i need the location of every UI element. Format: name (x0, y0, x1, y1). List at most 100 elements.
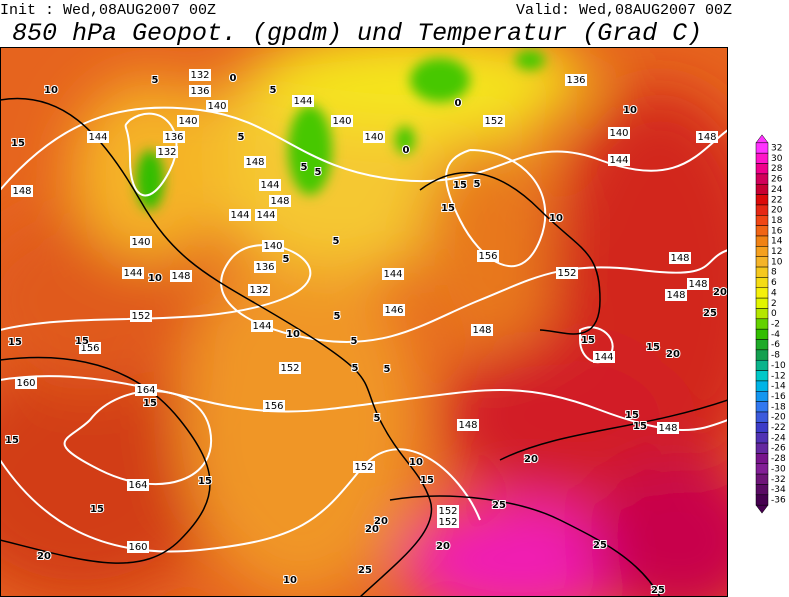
geo-label-box (363, 131, 385, 143)
colorbar-label: -32 (771, 475, 786, 485)
temp-label: 5 (474, 179, 481, 190)
colorbar-swatch (755, 246, 769, 257)
geo-label-box (696, 131, 718, 143)
temp-label: 10 (623, 105, 637, 116)
colorbar-swatch (755, 142, 769, 154)
colorbar-swatch (755, 266, 769, 278)
colorbar-label: 26 (771, 175, 783, 185)
geo-label: 148 (697, 132, 716, 143)
geo-label-box (255, 209, 277, 221)
colorbar-swatch (755, 411, 769, 423)
geo-label: 152 (131, 311, 150, 322)
geo-label: 152 (557, 268, 576, 279)
colorbar-label: -10 (771, 361, 786, 371)
geo-label: 148 (670, 253, 689, 264)
geo-label-box (593, 351, 615, 363)
geo-label: 144 (88, 132, 107, 143)
geo-label-box (135, 384, 157, 396)
colorbar-label: -8 (771, 351, 780, 361)
colorbar-label: 22 (771, 195, 782, 205)
geo-label: 144 (383, 269, 402, 280)
geo-label: 140 (207, 101, 226, 112)
geo-label: 140 (178, 116, 197, 127)
valid-time: Valid: Wed,08AUG2007 00Z (516, 2, 732, 19)
colorbar-swatch (755, 473, 769, 485)
map-area: 1321361401401441401401521361401441481481… (0, 47, 728, 597)
colorbar-label: 0 (771, 309, 777, 319)
colorbar-swatch (755, 370, 769, 382)
geo-label: 152 (484, 116, 503, 127)
geo-label: 144 (594, 352, 613, 363)
colorbar-label: 18 (771, 216, 783, 226)
temp-label: 15 (646, 342, 660, 353)
geo-label: 148 (688, 279, 707, 290)
colorbar-swatch (755, 152, 769, 164)
geo-label: 156 (80, 343, 99, 354)
geo-label: 152 (438, 506, 457, 517)
colorbar-bottom-arrow (755, 504, 769, 514)
colorbar-swatch (755, 204, 769, 216)
temp-label: 5 (238, 132, 245, 143)
geo-labels: 1321361401401441401401521361401441481481… (11, 69, 718, 553)
colorbar-label: -16 (771, 392, 786, 402)
temp-label: 20 (37, 551, 51, 562)
geo-label: 144 (293, 96, 312, 107)
temp-label: 0 (455, 98, 462, 109)
temp-label: 20 (374, 516, 388, 527)
colorbar-label: -26 (771, 444, 786, 454)
temp-label: 10 (286, 329, 300, 340)
geo-label-box (382, 268, 404, 280)
colorbar-label: -4 (771, 330, 780, 340)
temp-label: 5 (352, 363, 359, 374)
colorbar-label: -20 (771, 413, 786, 423)
temp-label: 5 (283, 254, 290, 265)
temp-label: 5 (351, 336, 358, 347)
init-time: Init : Wed,08AUG2007 00Z (0, 2, 216, 19)
temp-label: 5 (334, 311, 341, 322)
geo-label: 136 (255, 262, 274, 273)
temp-label: 20 (666, 349, 680, 360)
geo-label-box (189, 85, 211, 97)
colorbar-swatch (755, 359, 769, 371)
temperature-contours (0, 97, 728, 597)
colorbar-label: 32 (771, 144, 782, 154)
geo-label-box (163, 131, 185, 143)
temp-label: 25 (651, 585, 665, 596)
temp-label: 15 (8, 337, 22, 348)
geo-label: 152 (438, 517, 457, 528)
geo-label: 156 (478, 251, 497, 262)
colorbar-label: -34 (771, 485, 786, 495)
geo-label-box (477, 250, 499, 262)
geo-label-box (177, 115, 199, 127)
geo-label-box (687, 278, 709, 290)
geo-label-box (206, 100, 228, 112)
geo-label-box (251, 320, 273, 332)
temp-label: 0 (403, 145, 410, 156)
colorbar-swatch (755, 163, 769, 175)
colorbar-label: 14 (771, 237, 783, 247)
temp-label: 10 (409, 457, 423, 468)
colorbar-label: -28 (771, 454, 786, 464)
temp-label: 10 (283, 575, 297, 586)
colorbar-label: -18 (771, 402, 786, 412)
geo-label-box (259, 179, 281, 191)
geo-label-box (248, 284, 270, 296)
colorbar-swatch (755, 442, 769, 454)
colorbar-label: 6 (771, 278, 777, 288)
temp-label: 10 (549, 213, 563, 224)
colorbar-label: 28 (771, 164, 783, 174)
geo-label-box (657, 422, 679, 434)
geo-label: 144 (260, 180, 279, 191)
geo-label: 148 (12, 186, 31, 197)
geo-label: 140 (364, 132, 383, 143)
geo-label: 136 (190, 86, 209, 97)
geo-label: 152 (280, 363, 299, 374)
colorbar-swatch (755, 453, 769, 465)
geo-label-box (254, 261, 276, 273)
geo-label: 144 (230, 210, 249, 221)
temp-label: 15 (143, 398, 157, 409)
colorbar-top-arrow (755, 134, 769, 144)
colorbar-swatch (755, 277, 769, 289)
